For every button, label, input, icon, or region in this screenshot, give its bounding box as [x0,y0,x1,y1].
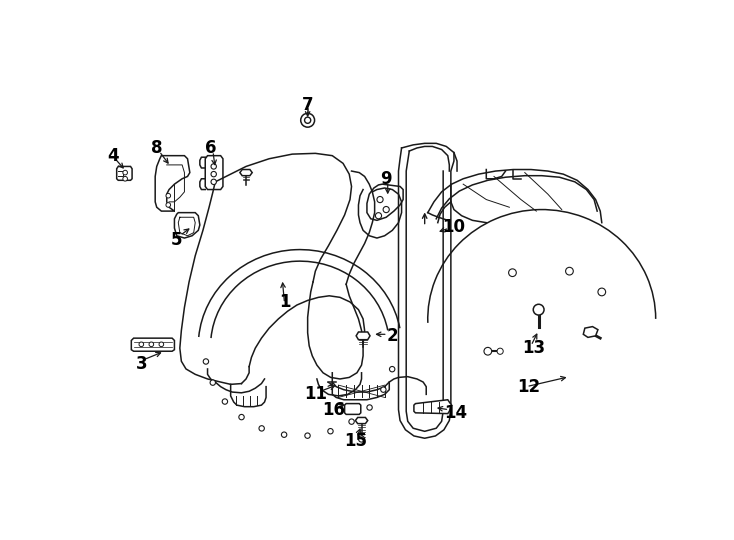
Text: 13: 13 [523,339,545,357]
Text: 2: 2 [387,327,398,345]
Circle shape [139,342,144,347]
Polygon shape [355,417,368,423]
Text: 4: 4 [107,147,119,165]
Text: 12: 12 [517,377,540,396]
Circle shape [598,288,606,296]
Polygon shape [584,327,598,338]
Circle shape [211,179,217,185]
Circle shape [149,342,153,347]
Polygon shape [344,403,361,414]
Circle shape [381,387,386,393]
Text: 5: 5 [171,231,183,249]
Text: 16: 16 [322,401,345,418]
Circle shape [484,347,492,355]
Text: 1: 1 [279,293,290,311]
Circle shape [305,117,310,123]
Text: 10: 10 [443,218,465,235]
Circle shape [383,206,389,213]
Circle shape [211,171,217,177]
Text: 15: 15 [344,431,367,450]
Text: 11: 11 [304,386,327,403]
Text: 6: 6 [205,139,217,157]
Circle shape [301,113,315,127]
Circle shape [123,177,128,181]
Polygon shape [414,400,451,414]
Circle shape [328,429,333,434]
Circle shape [210,380,216,386]
Text: 7: 7 [302,96,313,114]
Circle shape [566,267,573,275]
Text: 3: 3 [136,355,147,373]
Circle shape [211,164,217,169]
Circle shape [203,359,208,364]
Text: 9: 9 [380,170,392,188]
Circle shape [159,342,164,347]
Circle shape [166,202,170,207]
Circle shape [358,436,365,442]
Circle shape [281,432,287,437]
Circle shape [534,304,544,315]
Circle shape [305,433,310,438]
Circle shape [375,213,382,219]
Circle shape [239,414,244,420]
Circle shape [497,348,504,354]
Circle shape [377,197,383,202]
Circle shape [509,269,516,276]
Circle shape [166,193,170,198]
Circle shape [349,419,355,424]
Text: 8: 8 [151,139,162,157]
Circle shape [222,399,228,404]
Circle shape [259,426,264,431]
Circle shape [390,367,395,372]
Circle shape [367,405,372,410]
Polygon shape [240,170,252,176]
Polygon shape [356,332,370,340]
Text: 14: 14 [444,404,467,422]
Circle shape [123,170,128,175]
